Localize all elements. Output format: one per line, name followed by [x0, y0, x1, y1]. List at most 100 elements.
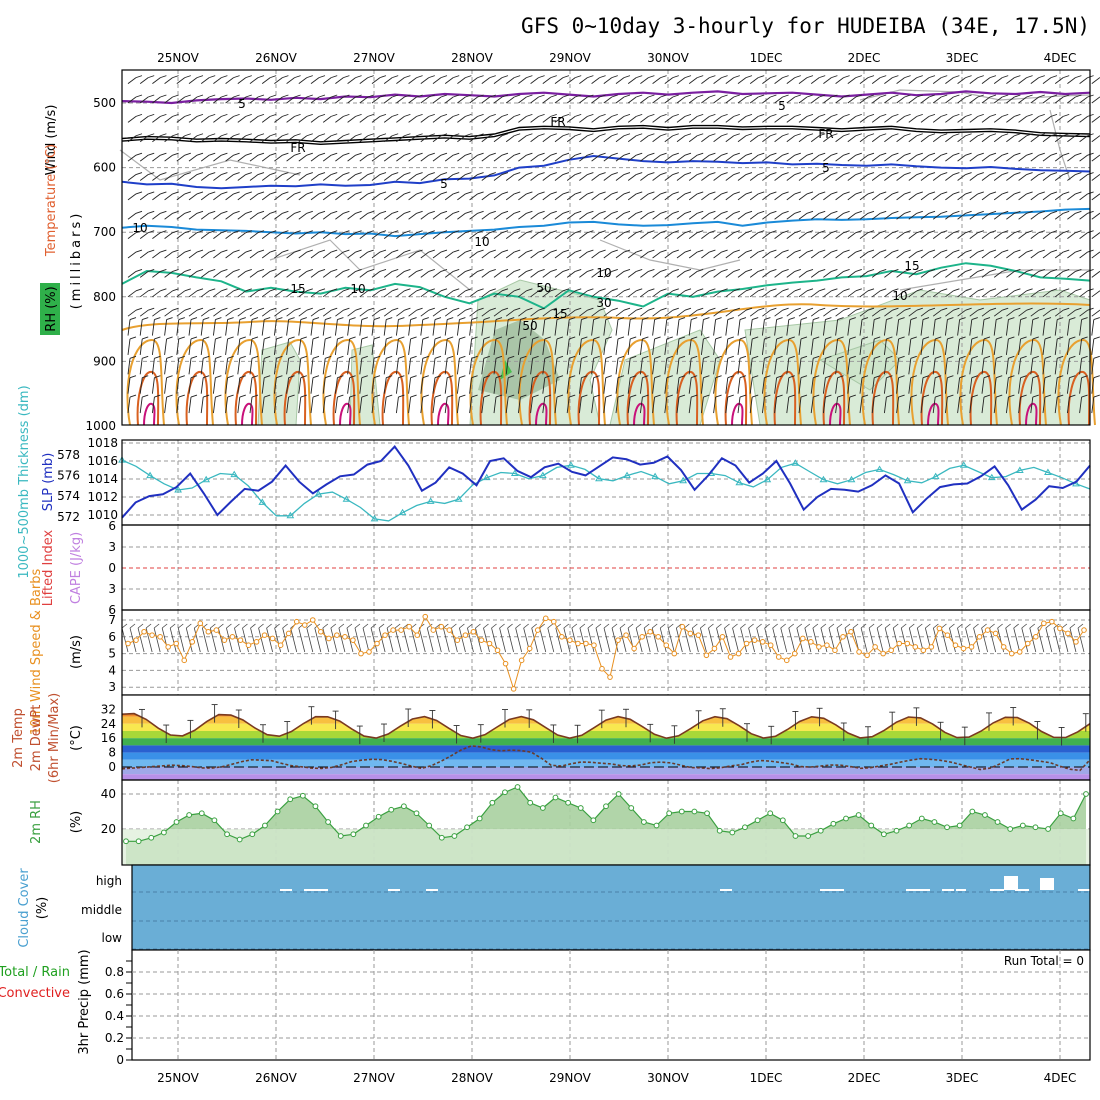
wind-barb-flag	[172, 288, 179, 292]
wind-barb	[1067, 154, 1076, 162]
wind-barb-flag	[392, 210, 399, 214]
wind-barb	[432, 154, 442, 162]
wind-barb-flag	[148, 288, 155, 292]
wind-barb	[847, 377, 851, 394]
wind-barb	[871, 77, 881, 84]
wind-barb-flag	[245, 172, 252, 175]
wind-barb-flag	[1063, 230, 1070, 234]
wind-barb-flag	[355, 307, 362, 311]
wind-barb	[542, 116, 552, 123]
wind-barb	[579, 77, 588, 84]
wind-barb-flag	[1026, 268, 1033, 272]
wind-barb-flag	[739, 336, 747, 340]
wind-barb-flag	[867, 113, 875, 117]
wind-barb	[993, 271, 1003, 278]
wind-barb	[542, 319, 546, 336]
wind-barb	[274, 174, 283, 181]
wind-barb	[335, 193, 344, 201]
wind-barb	[298, 338, 302, 355]
wind-barb-flag	[1057, 336, 1064, 340]
wind-barb-flag	[989, 230, 997, 234]
wind-barb	[762, 212, 771, 220]
wind-barb-flag	[727, 355, 734, 359]
wind-barb	[1054, 358, 1058, 375]
wind-barb-flag	[916, 113, 923, 117]
wind-barb	[859, 154, 869, 162]
temperature-ylabels: 2m Temp 2m DewPt (6hr Min/Max) (°C)	[11, 693, 84, 783]
wind-barb-flag	[831, 152, 838, 156]
wind-barb	[566, 154, 576, 162]
stability-ylabels: Lifted Index CAPE (J/kg)	[41, 529, 84, 606]
wind-barb-flag	[892, 249, 899, 253]
wind-barb	[981, 116, 991, 123]
wind10m-speed-point	[1057, 625, 1063, 632]
wind-barb	[566, 397, 570, 414]
wind-barb-flag	[562, 75, 570, 79]
wind-barb-flag	[630, 375, 637, 379]
wind-barb-flag	[550, 133, 557, 137]
wind-barb	[517, 397, 521, 414]
cloud-level-label: high	[96, 874, 122, 888]
wind-barb	[188, 251, 198, 259]
wind-barb	[530, 319, 534, 336]
wind-barb-flag	[135, 230, 143, 234]
wind-barb	[225, 77, 234, 84]
wind-barb-flag	[306, 230, 313, 234]
wind-barb	[396, 309, 405, 317]
wind-barb	[481, 212, 491, 220]
wind-barb	[920, 212, 930, 220]
wind-barb	[152, 135, 161, 143]
wind-barb-flag	[135, 249, 143, 253]
wind-barb	[725, 319, 729, 336]
wind-barb	[469, 309, 478, 317]
wind-barb-flag	[178, 336, 185, 340]
wind-barb-flag	[465, 307, 472, 311]
wind-barb-flag	[160, 210, 167, 214]
wind10m-barb-flag	[483, 623, 489, 629]
wind-barb	[786, 116, 796, 123]
wind-barb-flag	[367, 152, 374, 156]
wind-barb-flag	[190, 375, 198, 379]
wind-barb	[152, 174, 161, 181]
wind-barb-flag	[1032, 336, 1039, 340]
wind-barb	[652, 212, 661, 220]
wind-barb-flag	[233, 230, 240, 234]
wind-barb	[554, 193, 564, 201]
wind-barb	[664, 309, 674, 317]
wind-barb	[713, 212, 722, 220]
wind-barb	[969, 116, 979, 123]
wind-barb-flag	[672, 133, 679, 137]
wind-barb-flag	[489, 113, 496, 117]
wind-barb-flag	[1002, 75, 1009, 79]
wind10m-speed-point	[800, 635, 806, 642]
wind-barb-flag	[916, 75, 923, 79]
wind-barb-flag	[880, 288, 887, 292]
wind-barb	[310, 397, 314, 414]
wind10m-barb	[507, 627, 515, 653]
wind10m-barb	[1077, 627, 1085, 653]
wind-barb-flag	[983, 336, 991, 340]
wind-barb	[944, 397, 948, 414]
wind-barb	[640, 174, 649, 181]
wind-barb-flag	[172, 94, 179, 98]
wind-barb-flag	[251, 394, 259, 398]
wind10m-speed-point	[1073, 639, 1079, 645]
wind-barb	[310, 319, 314, 336]
wind-barb-flag	[1026, 113, 1033, 117]
wind-barb	[371, 232, 381, 240]
wind-barb-flag	[532, 375, 539, 379]
wind-barb-flag	[1081, 394, 1088, 398]
wind-barb	[1054, 397, 1058, 414]
wind-barb	[200, 96, 210, 104]
wind-barb-flag	[221, 94, 228, 98]
wind-barb-flag	[849, 375, 856, 379]
wind-barb-flag	[245, 288, 252, 292]
wind-barb	[408, 397, 412, 414]
wind-barb-flag	[355, 75, 362, 79]
wind-barb-flag	[477, 268, 484, 272]
wind-barb	[822, 358, 826, 375]
wind-barb	[481, 271, 491, 278]
wind-barb	[493, 116, 503, 123]
wind-barb-flag	[447, 336, 454, 340]
